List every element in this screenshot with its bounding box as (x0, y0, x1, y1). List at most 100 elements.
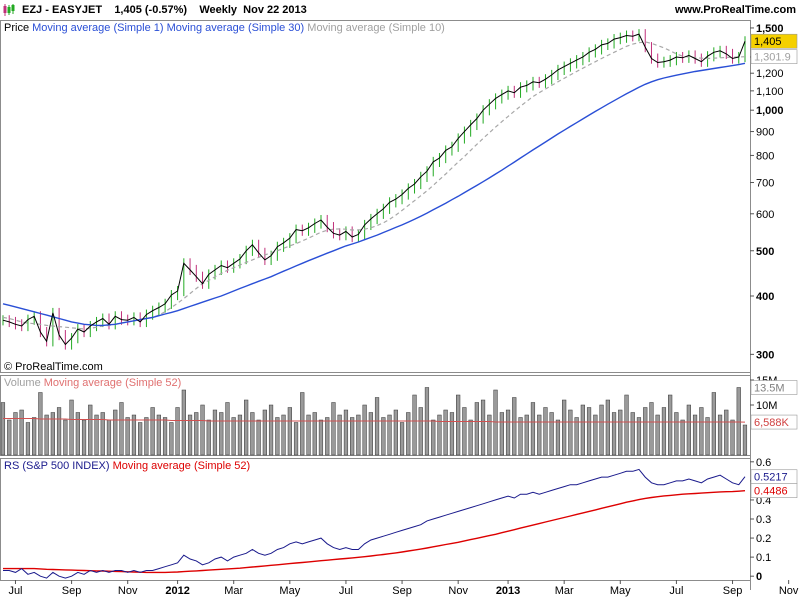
rs-tick-label: 0.6 (756, 457, 771, 469)
volume-bar (449, 412, 455, 456)
price-tick-label: 700 (756, 178, 774, 190)
chart-title: EZJ - EASYJET 1,405 (-0.57%) Weekly Nov … (22, 4, 307, 16)
volume-bar (318, 419, 324, 456)
volume-value-badge-text: 13.5M (754, 383, 785, 395)
volume-bar (119, 402, 124, 456)
volume-bar (206, 419, 211, 456)
volume-bar (418, 407, 423, 456)
volume-bar (94, 414, 99, 456)
volume-bar (742, 424, 748, 456)
copyright: © ProRealTime.com (4, 361, 103, 373)
volume-bar (381, 417, 386, 456)
top-bar: EZJ - EASYJET 1,405 (-0.57%) Weekly Nov … (0, 0, 800, 20)
rs-tick-label: 0.1 (756, 552, 771, 564)
volume-bar (668, 394, 673, 456)
volume-bar (699, 407, 704, 456)
volume-bar (356, 414, 361, 456)
volume-bar (574, 417, 579, 456)
volume-bar (293, 422, 299, 456)
price-tick-label: 800 (756, 150, 774, 162)
volume-bar (231, 417, 236, 456)
x-tick-label: May (279, 585, 300, 597)
legend-rs: RS (S&P 500 INDEX) (4, 460, 110, 472)
price-line (2, 33, 746, 346)
volume-bar (169, 422, 174, 456)
volume-bar (568, 409, 573, 456)
volume-bar (250, 412, 255, 456)
volume-bar (125, 417, 130, 456)
volume-bar (268, 404, 274, 456)
chart-date: Nov 22 2013 (243, 4, 307, 16)
volume-bar (287, 407, 292, 456)
volume-bar (100, 412, 105, 456)
rs-value-badge (750, 483, 798, 498)
volume-bar (393, 409, 398, 456)
volume-bar (717, 414, 723, 456)
volume-bar (468, 419, 473, 456)
volume-bar (325, 417, 330, 456)
price-tick-label: 400 (756, 291, 774, 303)
volume-value-badge-text: 6,588K (754, 417, 790, 429)
rs-line (3, 468, 746, 579)
volume-bar (730, 419, 735, 456)
x-tick-label: May (610, 585, 631, 597)
volume-bar (692, 414, 698, 456)
volume-bar (0, 402, 6, 456)
volume-bar (661, 407, 667, 456)
volume-bar (144, 417, 149, 456)
volume-bar (244, 399, 249, 456)
x-tick-label: Nov (779, 585, 799, 597)
volume-bar (362, 404, 367, 456)
volume-bar (187, 414, 193, 456)
price-change: 1,405 (-0.57%) (114, 4, 188, 16)
x-tick-label: Mar (555, 585, 574, 597)
site-url[interactable]: www.ProRealTime.com (674, 4, 796, 16)
volume-bar (81, 419, 87, 456)
volume-bar (275, 417, 280, 456)
volume-bar (312, 412, 317, 456)
volume-bar (680, 419, 685, 456)
volume-bar (524, 414, 529, 456)
price-legend: Price Moving average (Simple 1) Moving a… (4, 22, 445, 34)
price-value-badge-text: 1,301.9 (754, 52, 791, 64)
volume-bar (200, 404, 205, 456)
volume-bar (705, 417, 710, 456)
volume-bar (456, 394, 461, 456)
volume-bar (387, 414, 392, 456)
price-value-badge (750, 33, 798, 49)
x-tick-label: 2013 (496, 585, 520, 597)
price-value-badge (750, 49, 798, 64)
x-tick-label: Sep (723, 585, 743, 597)
volume-bar (194, 412, 199, 456)
volume-bar (431, 419, 436, 456)
legend-volume: Volume (4, 377, 41, 389)
rs-panel-frame (0, 458, 751, 581)
volume-bar (25, 422, 31, 456)
legend-price: Price (4, 22, 30, 34)
volume-tick-label: 10M (756, 400, 777, 412)
volume-bar (630, 412, 635, 456)
rs-legend: RS (S&P 500 INDEX) Moving average (Simpl… (4, 460, 250, 472)
volume-bar (530, 402, 536, 456)
volume-bar (649, 402, 654, 456)
volume-bar (44, 414, 49, 456)
price-ma30-line (2, 62, 746, 327)
volume-bar (736, 387, 741, 456)
price-tick-label: 300 (756, 349, 774, 361)
volume-bar (75, 412, 80, 456)
x-tick-label: Sep (62, 585, 82, 597)
volume-bar (350, 417, 355, 456)
candlestick-logo-icon (3, 4, 15, 16)
volume-bar (605, 399, 610, 456)
price-tick-label: 600 (756, 209, 774, 221)
volume-bar (13, 412, 18, 456)
volume-bar (562, 399, 567, 456)
volume-bar (655, 414, 660, 456)
rs-tick-label: 0.3 (756, 514, 771, 526)
volume-bar (50, 412, 55, 456)
legend-volume-ma52: Moving average (Simple 52) (43, 377, 182, 389)
volume-bar (337, 414, 342, 456)
volume-bar (412, 394, 417, 456)
price-tick-label: 1,500 (756, 23, 784, 35)
